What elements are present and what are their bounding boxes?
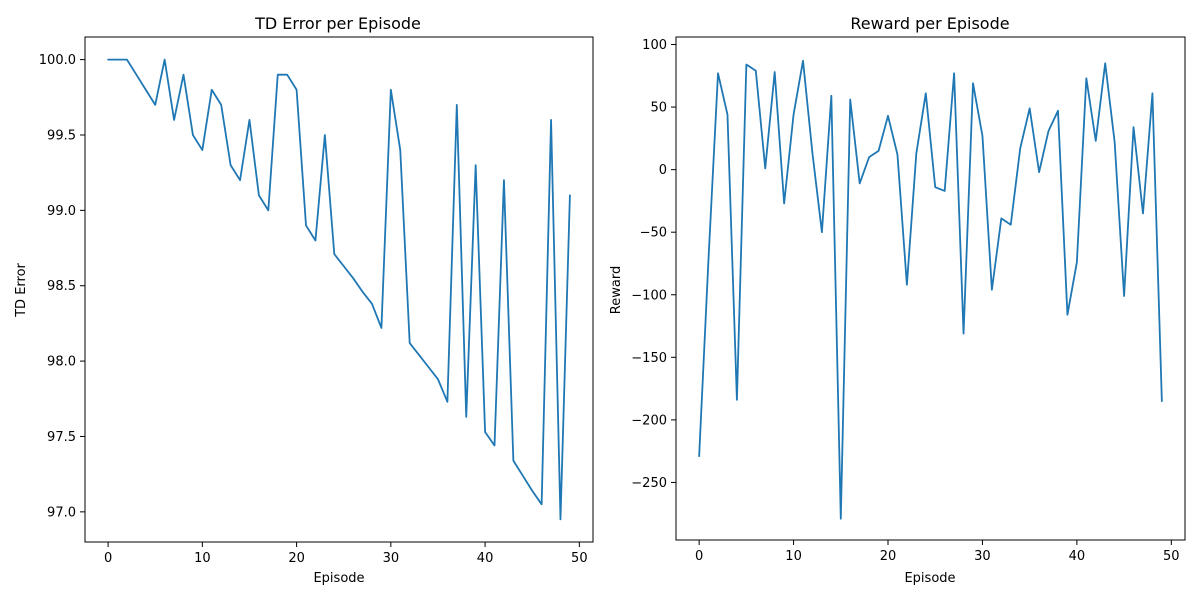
- reward-y-tick-label: −150: [631, 351, 667, 366]
- td-error-x-tick-label: 10: [194, 551, 211, 566]
- reward-x-tick-label: 50: [1163, 549, 1180, 564]
- reward-y-tick-label: 0: [659, 163, 667, 178]
- reward-y-tick-label: −50: [640, 226, 667, 241]
- td-error-y-tick-label: 99.0: [47, 204, 76, 219]
- td-error-y-tick-label: 98.5: [47, 279, 76, 294]
- reward-x-tick-label: 40: [1069, 549, 1086, 564]
- td-error-x-tick-label: 30: [383, 551, 400, 566]
- reward-x-tick-label: 0: [695, 549, 703, 564]
- reward-axes-frame: [675, 36, 1186, 541]
- td-error-x-axis-title: Episode: [313, 571, 364, 586]
- reward-y-tick-label: 50: [650, 101, 667, 116]
- reward-y-tick-label: −100: [631, 288, 667, 303]
- td-error-x-tick-label: 50: [571, 551, 588, 566]
- reward-x-tick-label: 30: [974, 549, 991, 564]
- reward-y-tick-label: −250: [631, 476, 667, 491]
- td-error-x-tick-label: 40: [477, 551, 494, 566]
- reward-ticks: 0 10 20 30 40 50 −250 −200 −150 −100 −50 0 50 100: [631, 38, 1179, 564]
- td-error-x-tick-label: 20: [288, 551, 305, 566]
- reward-chart-title: Reward per Episode: [850, 14, 1009, 33]
- td-error-x-tick-label: 0: [104, 551, 112, 566]
- td-error-chart-title: TD Error per Episode: [254, 14, 421, 33]
- reward-series-line: [698, 59, 1163, 520]
- reward-x-tick-label: 20: [880, 549, 897, 564]
- td-error-y-tick-label: 97.5: [47, 430, 76, 445]
- td-error-y-tick-label: 98.0: [47, 355, 76, 370]
- td-error-ticks: 0 10 20 30 40 50 97.0 97.5 98.0 98.5 99.0 99.5 100.0: [39, 53, 588, 566]
- reward-chart: Reward per Episode 0 10 20 30 40 50 −250 −200 −1…: [609, 14, 1186, 586]
- td-error-series-line: [107, 58, 571, 521]
- reward-y-axis-title: Reward: [609, 266, 624, 314]
- td-error-y-tick-label: 99.5: [47, 128, 76, 143]
- td-error-y-axis-title: TD Error: [14, 262, 29, 317]
- reward-x-tick-label: 10: [785, 549, 802, 564]
- td-error-axes-frame: [84, 36, 594, 543]
- td-error-chart: TD Error per Episode 0 10 20 30 40 50 97.0 97.5…: [14, 14, 594, 586]
- td-error-y-tick-label: 97.0: [47, 505, 76, 520]
- reward-y-tick-label: 100: [642, 38, 667, 53]
- td-error-y-tick-label: 100.0: [39, 53, 76, 68]
- reward-x-axis-title: Episode: [904, 571, 955, 586]
- reward-y-tick-label: −200: [631, 413, 667, 428]
